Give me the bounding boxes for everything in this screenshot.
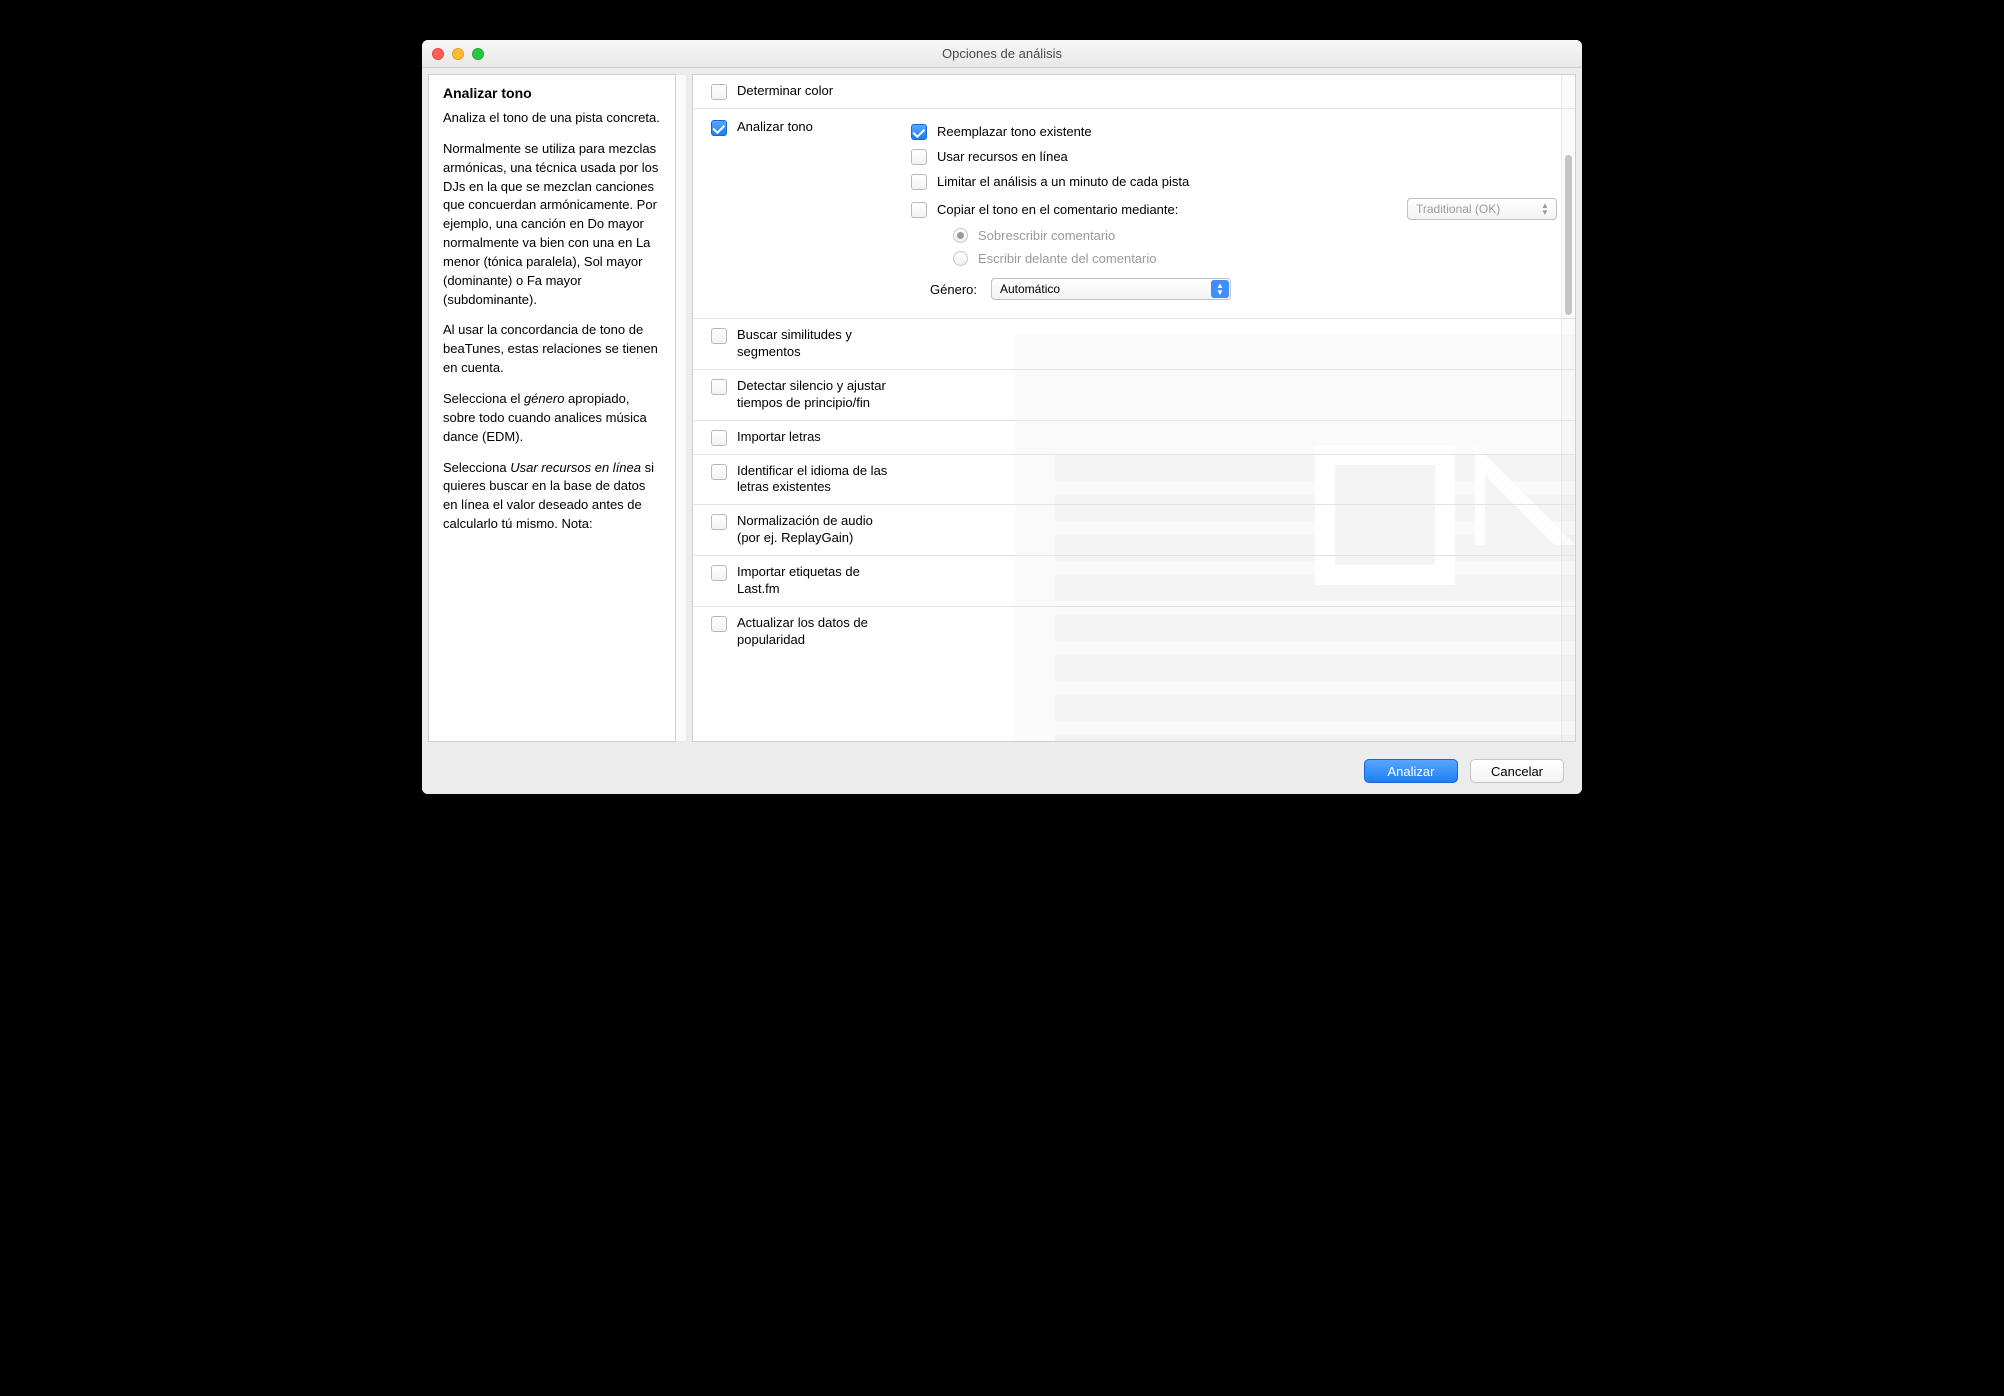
label-determine-color: Determinar color xyxy=(737,83,833,100)
checkbox-analyze-key[interactable] xyxy=(711,120,727,136)
option-copy-to-comment[interactable]: Copiar el tono en el comentario mediante… xyxy=(911,194,1557,224)
checkbox-determine-color[interactable] xyxy=(711,84,727,100)
help-p5: Selecciona Usar recursos en línea si qui… xyxy=(443,459,661,534)
checkbox-replace-existing[interactable] xyxy=(911,124,927,140)
option-identify-language[interactable]: Identificar el idioma de las letras exis… xyxy=(693,455,1575,506)
option-similar-segments[interactable]: Buscar similitudes y segmentos xyxy=(693,319,1575,370)
content-area: Analizar tono Analiza el tono de una pis… xyxy=(422,68,1582,748)
titlebar: Opciones de análisis xyxy=(422,40,1582,68)
label-similar: Buscar similitudes y segmentos xyxy=(737,327,897,361)
chevron-updown-icon: ▲▼ xyxy=(1538,202,1552,216)
checkbox-limit-one-min[interactable] xyxy=(911,174,927,190)
genre-row: Género: Automático ▲▼ xyxy=(911,274,1557,304)
label-limit-one-min: Limitar el análisis a un minuto de cada … xyxy=(937,174,1189,189)
radio-overwrite-comment: Sobrescribir comentario xyxy=(911,224,1557,247)
option-detect-silence[interactable]: Detectar silencio y ajustar tiempos de p… xyxy=(693,370,1575,421)
label-replace-existing: Reemplazar tono existente xyxy=(937,124,1092,139)
label-replaygain: Normalización de audio (por ej. ReplayGa… xyxy=(737,513,897,547)
label-analyze-key: Analizar tono xyxy=(737,119,813,136)
checkbox-silence[interactable] xyxy=(711,379,727,395)
label-popularity: Actualizar los datos de popularidad xyxy=(737,615,897,649)
select-genre-value: Automático xyxy=(1000,282,1060,296)
radio-overwrite-icon xyxy=(953,228,968,243)
option-limit-one-min[interactable]: Limitar el análisis a un minuto de cada … xyxy=(911,169,1557,194)
checkbox-lastfm[interactable] xyxy=(711,565,727,581)
checkbox-popularity[interactable] xyxy=(711,616,727,632)
analyze-button[interactable]: Analizar xyxy=(1364,759,1458,783)
help-p2: Normalmente se utiliza para mezclas armó… xyxy=(443,140,661,310)
help-sidebar: Analizar tono Analiza el tono de una pis… xyxy=(428,74,676,742)
option-analyze-key-section: Analizar tono Reemplazar tono existente … xyxy=(693,109,1575,319)
option-popularity[interactable]: Actualizar los datos de popularidad xyxy=(693,607,1575,657)
option-import-lyrics[interactable]: Importar letras xyxy=(693,421,1575,455)
label-overwrite-comment: Sobrescribir comentario xyxy=(978,228,1115,243)
label-lastfm: Importar etiquetas de Last.fm xyxy=(737,564,897,598)
dialog-footer: Analizar Cancelar xyxy=(422,748,1582,794)
checkbox-lyrics[interactable] xyxy=(711,430,727,446)
help-p3: Al usar la concordancia de tono de beaTu… xyxy=(443,321,661,378)
radio-prepend-icon xyxy=(953,251,968,266)
help-p4: Selecciona el género apropiado, sobre to… xyxy=(443,390,661,447)
genre-label: Género: xyxy=(911,282,981,297)
checkbox-copy-to-comment[interactable] xyxy=(911,202,927,218)
cancel-button[interactable]: Cancelar xyxy=(1470,759,1564,783)
help-heading: Analizar tono xyxy=(443,85,661,101)
label-lang: Identificar el idioma de las letras exis… xyxy=(737,463,897,497)
label-silence: Detectar silencio y ajustar tiempos de p… xyxy=(737,378,897,412)
option-replace-existing[interactable]: Reemplazar tono existente xyxy=(911,119,1557,144)
option-determine-color[interactable]: Determinar color xyxy=(693,75,1575,109)
sidebar-scrollbar[interactable] xyxy=(676,74,686,742)
options-panel: Determinar color Analizar tono Reemplaza… xyxy=(692,74,1576,742)
checkbox-lang[interactable] xyxy=(711,464,727,480)
option-use-online[interactable]: Usar recursos en línea xyxy=(911,144,1557,169)
dialog-window: Opciones de análisis Analizar tono Anali… xyxy=(422,40,1582,794)
checkbox-similar[interactable] xyxy=(711,328,727,344)
label-prepend-comment: Escribir delante del comentario xyxy=(978,251,1156,266)
select-key-format[interactable]: Traditional (OK) ▲▼ xyxy=(1407,198,1557,220)
chevron-updown-icon: ▲▼ xyxy=(1211,280,1229,298)
label-lyrics: Importar letras xyxy=(737,429,821,446)
checkbox-use-online[interactable] xyxy=(911,149,927,165)
window-title: Opciones de análisis xyxy=(422,46,1582,61)
option-lastfm-tags[interactable]: Importar etiquetas de Last.fm xyxy=(693,556,1575,607)
label-copy-to-comment: Copiar el tono en el comentario mediante… xyxy=(937,202,1178,217)
help-p1: Analiza el tono de una pista concreta. xyxy=(443,109,661,128)
checkbox-replaygain[interactable] xyxy=(711,514,727,530)
option-replaygain[interactable]: Normalización de audio (por ej. ReplayGa… xyxy=(693,505,1575,556)
radio-prepend-comment: Escribir delante del comentario xyxy=(911,247,1557,270)
label-use-online: Usar recursos en línea xyxy=(937,149,1068,164)
select-key-format-value: Traditional (OK) xyxy=(1416,202,1500,216)
select-genre[interactable]: Automático ▲▼ xyxy=(991,278,1231,300)
